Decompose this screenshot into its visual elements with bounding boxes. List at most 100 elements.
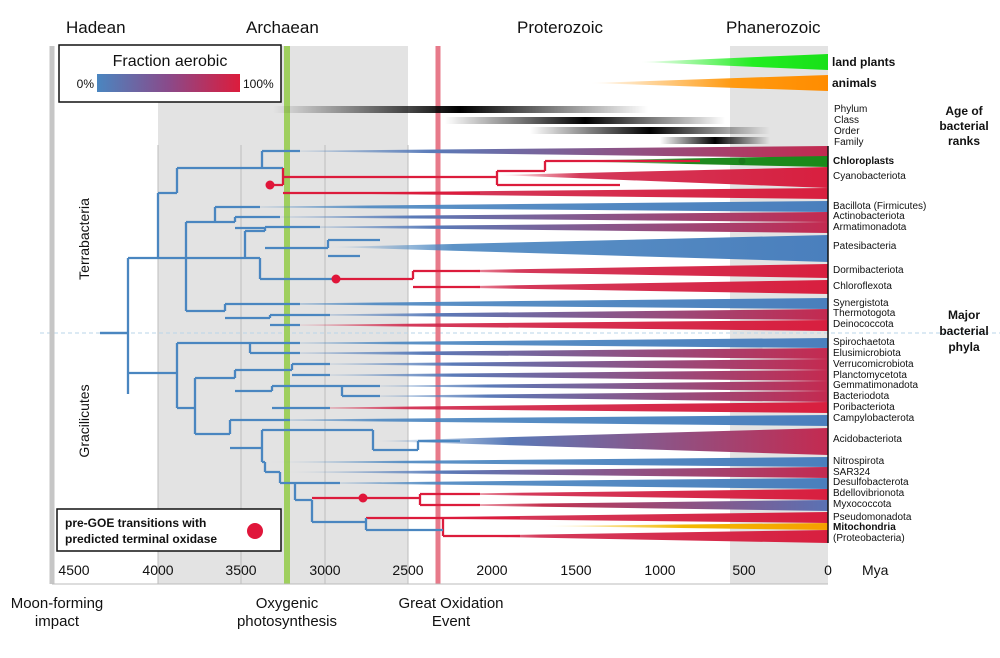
major-phyla-label-2: bacterial [939, 324, 988, 338]
phylum-label: Pseudomonadota [833, 512, 912, 523]
fraction-aerobic-legend: Fraction aerobic 0% 100% [58, 44, 282, 103]
band-desulfobacterota [295, 478, 828, 489]
goe-label-1: Great Oxidation [398, 595, 503, 612]
phylum-label: Thermotogota [833, 308, 896, 319]
legend-min: 0% [77, 77, 95, 91]
phylum-label: Acidobacteriota [833, 434, 902, 445]
goe-label-2: Event [432, 613, 471, 630]
band-planctomycetota [292, 370, 828, 381]
band-cyanobacteriota [497, 167, 828, 188]
age-ranks-label-1: Age of [945, 104, 983, 118]
band-sar324 [280, 467, 828, 478]
band-chloroplast-lineage [262, 146, 828, 158]
axis-ticks: 4500 4000 3500 3000 2500 2000 1500 1000 500 0 [58, 562, 832, 578]
axis-tick-label: 3500 [225, 562, 256, 578]
eon-proterozoic: Proterozoic [517, 18, 603, 37]
axis-tick-label: 500 [732, 562, 756, 578]
phylum-label: Bacillota (Firmicutes) [833, 201, 926, 212]
phylum-label: SAR324 [833, 467, 871, 478]
band-gemmatimonadota [342, 381, 828, 391]
phylum-label: Spirochaetota [833, 337, 895, 348]
axis-unit: Mya [862, 562, 889, 578]
phylum-age-bar [273, 106, 648, 113]
axis-tick-label: 1500 [560, 562, 591, 578]
land-plants-label: land plants [832, 55, 896, 69]
rank-phylum: Phylum [834, 104, 867, 115]
eon-phanerozoic: Phanerozoic [726, 18, 821, 37]
age-ranks-label-3: ranks [948, 134, 980, 148]
phylum-label: Verrucomicrobiota [833, 359, 914, 370]
phylum-bands [215, 146, 828, 543]
eon-hadean: Hadean [66, 18, 126, 37]
band-proteobacteria-basal [443, 530, 828, 543]
phylum-label: Desulfobacterota [833, 477, 909, 488]
pre-goe-legend-dot [247, 523, 263, 539]
band-bacillota [215, 201, 828, 212]
phylum-label: Bdellovibrionota [833, 488, 905, 499]
family-age-bar [660, 137, 770, 144]
band-nitrospirota [265, 457, 828, 467]
oxygenic-label-1: Oxygenic [256, 595, 319, 612]
phylum-label: Myxococcota [833, 499, 892, 510]
phylum-label: Synergistota [833, 298, 889, 309]
eon-archaean: Archaean [246, 18, 319, 37]
pre-goe-legend-box [56, 508, 282, 552]
rank-class: Class [834, 115, 859, 126]
axis-tick-label: 0 [824, 562, 832, 578]
legend-gradient [97, 74, 240, 92]
phylum-label: Poribacteriota [833, 402, 895, 413]
axis-tick-label: 1000 [644, 562, 675, 578]
band-bacteriodota [342, 391, 828, 402]
band-mitochondria [540, 523, 828, 530]
band-cyanobacteria-basal [283, 188, 828, 199]
axis-tick-label: 4000 [142, 562, 173, 578]
pre-goe-dot-cyano [265, 180, 275, 190]
pre-goe-legend: pre-GOE transitions with predicted termi… [56, 508, 282, 552]
moon-impact-label-2: impact [35, 613, 80, 630]
order-age-bar [530, 127, 770, 134]
animals-label: animals [832, 76, 877, 90]
group-gracilicutes: Gracilicutes [76, 384, 92, 457]
phylum-label: Gemmatimonadota [833, 380, 918, 391]
band-elusimicrobiota [250, 348, 828, 359]
pre-goe-dot-chloroflexi [331, 274, 341, 284]
band-myxococcota [420, 500, 828, 511]
rank-family: Family [834, 137, 863, 148]
band-thermotogota [270, 309, 828, 320]
rank-order: Order [834, 126, 860, 137]
phylum-label: Deinococcota [833, 319, 894, 330]
legend-title: Fraction aerobic [113, 53, 228, 70]
major-phyla-label-1: Major [948, 308, 980, 322]
band-chloroflexota [413, 280, 828, 294]
band-pseudomonadota [366, 512, 828, 523]
axis-tick-label: 4500 [58, 562, 89, 578]
land-plants-wedge [640, 54, 828, 70]
axis-tick-label: 2000 [476, 562, 507, 578]
class-age-bar [445, 117, 725, 124]
phylum-label: Campylobacterota [833, 413, 915, 424]
band-campylobacterota [230, 415, 828, 426]
phylum-label: Chloroplasts [833, 156, 895, 167]
chloroplast-node [738, 157, 746, 165]
phylum-label: Actinobacteriota [833, 211, 905, 222]
pre-goe-legend-line2: predicted terminal oxidase [65, 532, 217, 546]
major-phyla-label-3: phyla [948, 340, 980, 354]
pre-goe-legend-line1: pre-GOE transitions with [65, 516, 206, 530]
band-acidobacteriota [373, 428, 828, 455]
phylum-label: Cyanobacteriota [833, 171, 906, 182]
phylum-label: Chloroflexota [833, 281, 892, 292]
phylum-label: Patesibacteria [833, 241, 897, 252]
legend-max: 100% [243, 77, 274, 91]
animals-wedge [590, 75, 828, 91]
phylum-label: Bacteriodota [833, 391, 890, 402]
band-bdellovibrionota [420, 489, 828, 500]
phylum-label: Armatimonadota [833, 222, 907, 233]
band-verrucomicrobiota [292, 359, 828, 370]
pre-goe-dot-delta [358, 493, 368, 503]
phylum-label: Elusimicrobiota [833, 348, 901, 359]
phylum-label: Mitochondria [833, 522, 896, 533]
oxygenic-label-2: photosynthesis [237, 613, 337, 630]
band-armatimonadota [265, 222, 828, 233]
age-ranks-label-2: bacterial [939, 119, 988, 133]
